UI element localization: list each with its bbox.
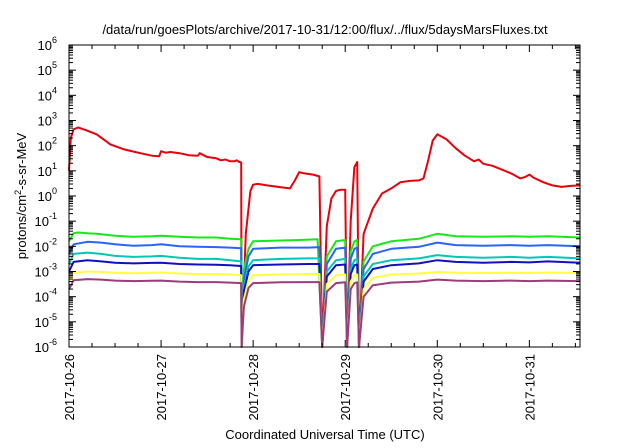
y-tick-base: 10 bbox=[35, 315, 49, 330]
y-tick-exponent: 5 bbox=[52, 60, 57, 70]
y-tick-exponent: 4 bbox=[52, 85, 57, 95]
y-tick-base: 10 bbox=[38, 114, 52, 129]
y-tick-label: 104 bbox=[38, 85, 57, 103]
y-tick-base: 10 bbox=[38, 189, 52, 204]
y-tick-label: 10-6 bbox=[35, 337, 57, 355]
y-tick-exponent: -6 bbox=[49, 337, 57, 347]
y-tick-label: 10-3 bbox=[35, 262, 57, 280]
y-tick-label: 101 bbox=[38, 161, 57, 179]
y-tick-label: 10-1 bbox=[35, 211, 57, 229]
series-line-6 bbox=[68, 278, 581, 348]
y-tick-base: 10 bbox=[35, 239, 49, 254]
y-axis-label: protons/cm2-s-sr-MeV bbox=[13, 132, 29, 259]
y-tick-label: 100 bbox=[38, 186, 57, 204]
x-axis-label: Coordinated Universal Time (UTC) bbox=[225, 427, 424, 442]
y-tick-base: 10 bbox=[35, 265, 49, 280]
y-tick-exponent: -4 bbox=[49, 287, 57, 297]
y-tick-label: 103 bbox=[38, 111, 57, 129]
x-tick-label: 2017-10-28 bbox=[246, 354, 261, 421]
y-tick-base: 10 bbox=[35, 214, 49, 229]
y-tick-exponent: 3 bbox=[52, 111, 57, 121]
y-tick-base: 10 bbox=[38, 164, 52, 179]
y-tick-base: 10 bbox=[35, 290, 49, 305]
plot-series-group bbox=[68, 126, 581, 348]
y-tick-base: 10 bbox=[38, 88, 52, 103]
y-axis-label-rest: -s-sr-MeV bbox=[14, 132, 29, 189]
y-axis-label-main: protons/cm bbox=[14, 195, 29, 259]
x-tick-label: 2017-10-26 bbox=[62, 354, 77, 421]
x-tick-label: 2017-10-30 bbox=[430, 354, 445, 421]
x-axis-ticks: 2017-10-26 2017-10-27 2017-10-28 2017-10-29… bbox=[62, 45, 576, 421]
y-tick-exponent: -5 bbox=[49, 312, 57, 322]
y-tick-exponent: 6 bbox=[52, 35, 57, 45]
y-tick-label: 10-5 bbox=[35, 312, 57, 330]
y-tick-exponent: -1 bbox=[49, 211, 57, 221]
y-tick-label: 105 bbox=[38, 60, 57, 78]
y-tick-label: 106 bbox=[38, 35, 57, 53]
y-tick-label: 10-2 bbox=[35, 236, 57, 254]
x-tick-label: 2017-10-29 bbox=[338, 354, 353, 421]
y-tick-label: 10-4 bbox=[35, 287, 57, 305]
x-tick-label: 2017-10-31 bbox=[522, 354, 537, 421]
y-tick-base: 10 bbox=[35, 340, 49, 355]
y-tick-exponent: 1 bbox=[52, 161, 57, 171]
y-axis-ticks: 10-610-510-410-310-210-11001011021031041… bbox=[35, 35, 580, 355]
x-tick-label: 2017-10-27 bbox=[154, 354, 169, 421]
y-tick-exponent: 0 bbox=[52, 186, 57, 196]
y-axis-label-superscript: 2 bbox=[13, 190, 23, 195]
y-tick-base: 10 bbox=[38, 38, 52, 53]
y-tick-base: 10 bbox=[38, 139, 52, 154]
chart-title: /data/run/goesPlots/archive/2017-10-31/1… bbox=[102, 22, 548, 37]
y-tick-base: 10 bbox=[38, 63, 52, 78]
y-tick-exponent: 2 bbox=[52, 136, 57, 146]
y-tick-exponent: -3 bbox=[49, 262, 57, 272]
y-tick-label: 102 bbox=[38, 136, 57, 154]
y-tick-exponent: -2 bbox=[49, 236, 57, 246]
